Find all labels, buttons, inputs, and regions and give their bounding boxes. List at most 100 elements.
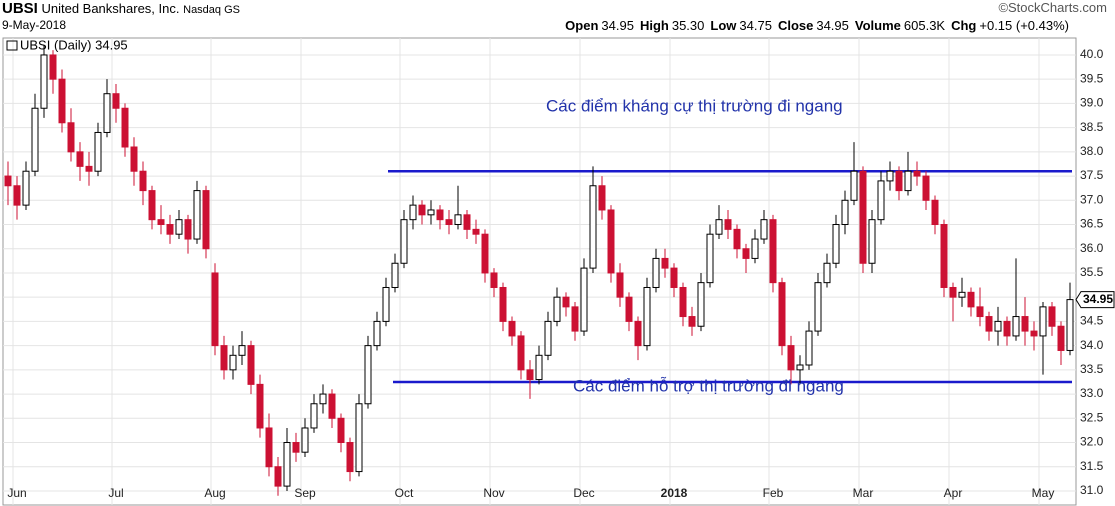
candle-body xyxy=(589,185,597,269)
candle-body xyxy=(679,286,687,318)
candle-body xyxy=(598,185,606,211)
y-tick-label: 38.0 xyxy=(1080,144,1104,158)
candle-body xyxy=(319,393,327,405)
candle-body xyxy=(634,320,642,347)
date: 9-May-2018 xyxy=(2,18,67,32)
candle-body xyxy=(544,320,552,356)
candle-body xyxy=(832,224,840,264)
candle-body xyxy=(1003,320,1011,337)
candle-body xyxy=(463,214,471,230)
candle-body xyxy=(40,54,48,109)
candle-body xyxy=(130,146,138,172)
x-tick-label: Feb xyxy=(763,486,784,500)
candle-body xyxy=(733,228,741,250)
price-tag xyxy=(1075,291,1115,309)
candle-body xyxy=(67,122,75,153)
y-tick-label: 37.5 xyxy=(1080,168,1104,182)
x-tick-label: Mar xyxy=(853,486,874,500)
candle-body xyxy=(157,219,165,226)
candle-body xyxy=(481,233,489,274)
candle-body xyxy=(823,262,831,284)
candle-body xyxy=(445,219,453,226)
candle-body xyxy=(490,272,498,288)
x-tick-label: Aug xyxy=(204,486,225,500)
candle-body xyxy=(238,345,246,356)
candle-body xyxy=(625,296,633,322)
candle-body xyxy=(58,78,66,124)
candle-body xyxy=(94,131,102,172)
annotation: Các điểm kháng cự thị trường đi ngang xyxy=(546,96,843,115)
y-tick-label: 34.0 xyxy=(1080,338,1104,352)
candle-body xyxy=(499,286,507,322)
candle-body xyxy=(1048,306,1056,327)
candle-body xyxy=(193,190,201,240)
candle-body xyxy=(139,170,147,192)
candle-body xyxy=(859,170,867,264)
y-tick-label: 34.5 xyxy=(1080,314,1104,328)
y-tick-label: 36.0 xyxy=(1080,241,1104,255)
candle-body xyxy=(976,306,984,318)
candle-body xyxy=(31,107,39,172)
candle-body xyxy=(112,93,120,109)
candle-body xyxy=(22,170,30,206)
candle-body xyxy=(949,286,957,298)
candle-body xyxy=(1012,316,1020,337)
candle-body xyxy=(472,228,480,235)
x-tick-label: Dec xyxy=(573,486,594,500)
quote-label: Chg xyxy=(951,18,977,33)
candle-body xyxy=(247,345,255,385)
candle-body xyxy=(868,219,876,264)
candle-body xyxy=(778,282,786,347)
candle-body xyxy=(1066,299,1074,351)
candle-body xyxy=(553,296,561,322)
candle-body xyxy=(1039,306,1047,337)
candle-body xyxy=(940,224,948,288)
candle-body xyxy=(373,320,381,347)
candle-body xyxy=(292,442,300,453)
x-tick-label: 2018 xyxy=(661,486,688,500)
legend: UBSI (Daily) 34.95 xyxy=(20,37,128,52)
candle-body xyxy=(994,320,1002,332)
candle-body xyxy=(382,286,390,322)
candle-body xyxy=(850,170,858,201)
y-tick-label: 32.5 xyxy=(1080,410,1104,424)
candle-body xyxy=(436,209,444,221)
candle-body xyxy=(121,107,129,148)
quote-row: Open 34.95 High 35.30 Low 34.75 Close 34.95 Volu… xyxy=(565,18,1075,33)
candle-body xyxy=(337,417,345,444)
candle-body xyxy=(922,175,930,201)
candle-body xyxy=(328,393,336,419)
candle-body xyxy=(985,316,993,332)
candle-body xyxy=(148,190,156,221)
candle-body xyxy=(715,219,723,235)
candle-body xyxy=(220,345,228,371)
candle-body xyxy=(724,219,732,230)
y-tick-label: 37.0 xyxy=(1080,192,1104,206)
legend-icon xyxy=(6,40,18,51)
candle-body xyxy=(661,257,669,269)
candle-body xyxy=(913,170,921,177)
candle-body xyxy=(607,209,615,274)
candle-body xyxy=(13,185,21,206)
price-tag-label: 34.95 xyxy=(1083,292,1113,306)
candle-body xyxy=(4,175,12,187)
candle-body xyxy=(427,209,435,216)
candle-body xyxy=(85,165,93,172)
candle-body xyxy=(670,267,678,288)
x-tick-label: Sep xyxy=(294,486,316,500)
candle-body xyxy=(760,219,768,240)
quote-value: 34.95 xyxy=(816,18,849,33)
quote-value: 34.75 xyxy=(739,18,772,33)
plot-area xyxy=(2,37,1077,506)
candle-body xyxy=(787,345,795,371)
candle-body xyxy=(895,170,903,192)
title-row: UBSI United Bankshares, Inc. Nasdaq GS xyxy=(2,0,240,17)
y-tick-label: 32.0 xyxy=(1080,435,1104,449)
candle-body xyxy=(175,219,183,235)
candle-body xyxy=(355,403,363,473)
candle-body xyxy=(256,383,264,429)
quote-label: Open xyxy=(565,18,599,33)
candle-body xyxy=(886,170,894,182)
